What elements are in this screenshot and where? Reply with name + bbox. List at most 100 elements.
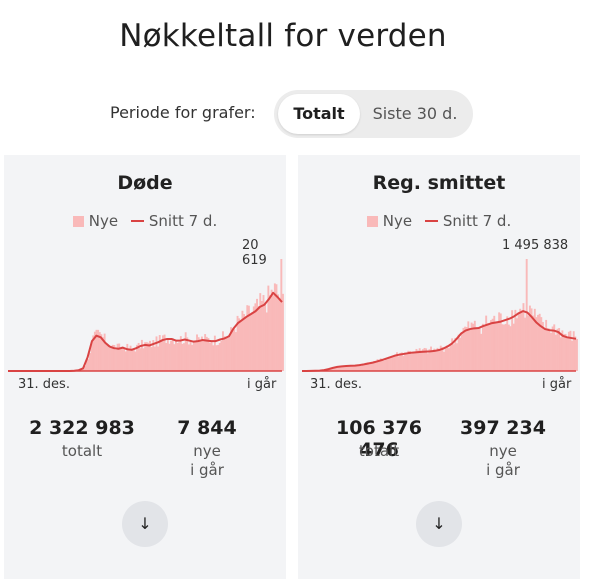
chart-bar [265, 312, 268, 371]
chart-bar [574, 336, 577, 371]
chart-bar [344, 366, 347, 371]
legend-item-avg: Snitt 7 d. [424, 212, 511, 230]
chart-bar [267, 285, 270, 371]
new-label-line1: nye [193, 442, 221, 460]
chart-bar [194, 341, 197, 371]
chart-bar [110, 347, 113, 371]
chart-bar [147, 342, 150, 371]
chart-bar [340, 366, 343, 371]
period-option-totalt[interactable]: Totalt [278, 94, 360, 134]
chart-bar [566, 336, 569, 371]
chart-bar [126, 343, 129, 371]
period-option-siste-30[interactable]: Siste 30 d. [372, 104, 458, 123]
chart-bar [498, 312, 501, 371]
chart-bar [170, 340, 173, 371]
chart-bar [136, 344, 138, 371]
chart-bar [446, 345, 449, 371]
total-value: 2 322 983 [29, 417, 135, 439]
chart-bar [222, 331, 224, 371]
chart-bar [155, 336, 158, 371]
chart-bar [145, 342, 148, 371]
chart-bar [381, 359, 384, 371]
chart-bar [546, 328, 549, 371]
chart-bar [468, 328, 471, 371]
x-axis-start-label: 31. des. [310, 377, 362, 392]
total-label: totalt [61, 442, 103, 460]
chart-bar [517, 311, 520, 371]
chart-bar [559, 337, 562, 371]
chart-bar [493, 315, 496, 371]
chart-bar [556, 328, 559, 371]
new-label-line2: i går [190, 461, 224, 479]
chart-bar [447, 348, 450, 371]
chart-bar [561, 330, 564, 371]
chart-bar [475, 327, 478, 371]
chart-bar [441, 347, 444, 371]
chart-bar [80, 369, 83, 371]
chart-bar [451, 338, 454, 371]
chart-bar [465, 327, 468, 371]
expand-button[interactable]: ↓ [122, 501, 168, 547]
chart-bar [524, 317, 527, 371]
legend-bar-swatch [72, 215, 84, 227]
chart-bar [512, 323, 515, 371]
chart-bar [127, 349, 130, 371]
chart-bar [337, 366, 340, 371]
chart-bar [532, 315, 535, 371]
chart-bar [376, 359, 379, 371]
chart-bar [525, 259, 528, 371]
chart-bar [234, 332, 237, 371]
chart-bar [405, 354, 408, 371]
chart-bar [499, 313, 502, 371]
chart-bar [139, 348, 142, 371]
chart-bar [92, 335, 95, 371]
x-axis-end-label: i går [542, 377, 572, 392]
chart-bar [563, 334, 565, 371]
chart-bar [124, 351, 127, 371]
chart-bar [472, 323, 475, 371]
chart-bar [368, 364, 371, 371]
chart-bar [87, 359, 90, 371]
chart-bar [386, 359, 389, 371]
chart-bar [363, 365, 366, 371]
expand-button[interactable]: ↓ [416, 501, 462, 547]
chart-bar [260, 300, 263, 371]
chart-bar [483, 325, 486, 371]
chart-bar [564, 333, 567, 371]
chart-bar [173, 344, 176, 371]
chart-bar [160, 339, 163, 371]
card-title: Reg. smittet [372, 172, 506, 194]
chart-bar [149, 340, 151, 371]
chart-legend: Nye Snitt 7 d. [298, 211, 580, 231]
chart-bar [402, 355, 405, 371]
chart-bar [457, 334, 460, 371]
chart-bar [533, 308, 536, 371]
chart-bar [246, 305, 249, 371]
new-label-line2: i går [486, 461, 520, 479]
chart-bar [207, 338, 210, 371]
chart-bar [454, 337, 457, 371]
chart-bar [350, 366, 353, 371]
chart-bar [217, 344, 220, 371]
chart-bar [384, 358, 387, 371]
chart-bar [236, 315, 239, 371]
chart-bar [228, 334, 231, 371]
chart-bar [119, 348, 122, 371]
chart-bar [443, 351, 445, 371]
chart-bar [496, 321, 499, 371]
chart-bar [460, 331, 463, 371]
chart-bar [226, 337, 229, 371]
chart-bar [153, 346, 156, 371]
chart-bar [449, 343, 452, 371]
chart-bar [249, 315, 252, 371]
chart-bar [238, 318, 241, 371]
chart-bar [192, 340, 195, 371]
chart-bar [430, 346, 432, 371]
chart-bar [105, 343, 108, 371]
chart-bar [176, 342, 179, 371]
chart-bar [415, 348, 418, 371]
chart-bar [275, 284, 278, 371]
chart-bar [254, 303, 257, 371]
chart-dode [8, 259, 284, 372]
chart-bar [197, 337, 200, 371]
